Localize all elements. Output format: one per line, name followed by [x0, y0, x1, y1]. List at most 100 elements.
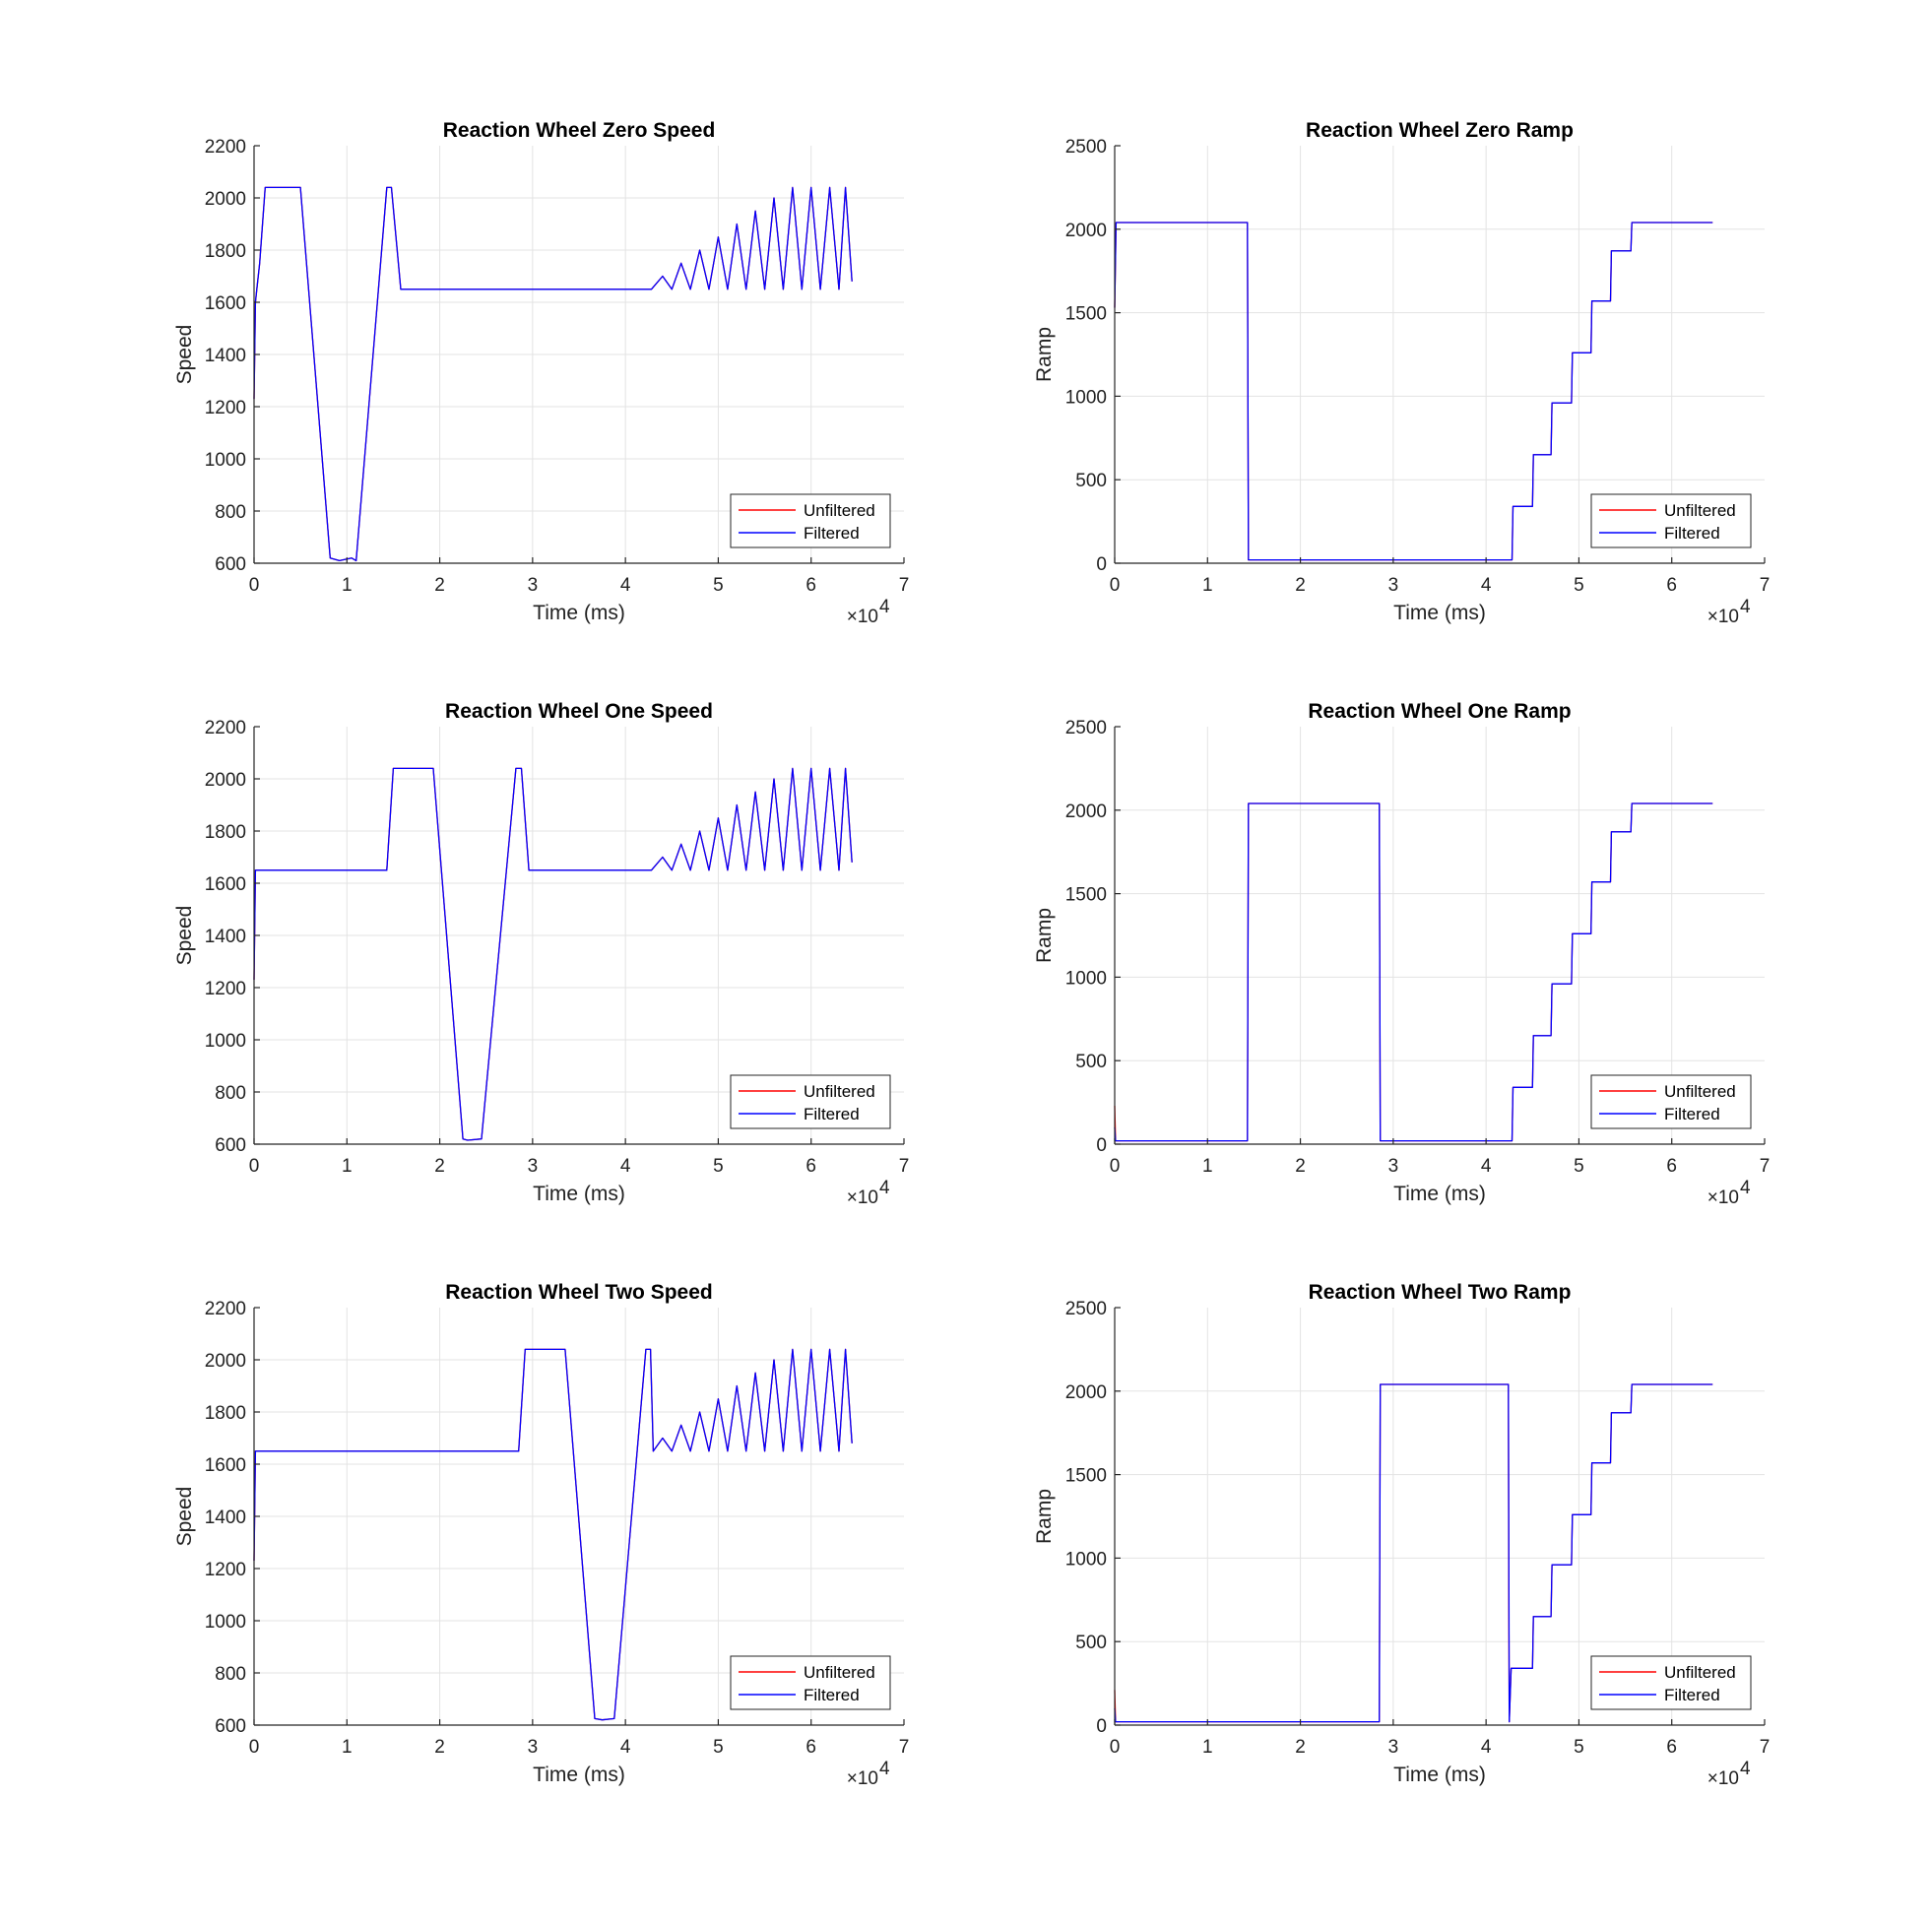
y-tick-label: 2200: [205, 1299, 246, 1319]
x-exponent-power: 4: [879, 1178, 890, 1198]
x-tick-label: 5: [1574, 1156, 1584, 1177]
x-tick-label: 6: [805, 1156, 816, 1177]
y-tick-label: 2000: [1065, 802, 1107, 822]
x-tick-label: 1: [342, 1156, 353, 1177]
x-tick-label: 5: [1574, 575, 1584, 596]
chart-title: Reaction Wheel One Ramp: [1308, 700, 1571, 723]
y-tick-label: 2500: [1065, 1299, 1107, 1319]
x-tick-label: 5: [713, 1156, 724, 1177]
x-exponent-base: ×10: [1707, 607, 1739, 627]
x-exponent-base: ×10: [1707, 1768, 1739, 1789]
x-tick-label: 5: [1574, 1737, 1584, 1758]
legend-box: [730, 1655, 891, 1710]
legend-label-filtered: Filtered: [804, 524, 860, 543]
x-tick-label: 3: [528, 1737, 539, 1758]
y-tick-label: 1800: [205, 241, 246, 262]
legend: Unfiltered Filtered: [1590, 1655, 1752, 1710]
y-tick-label: 0: [1096, 1135, 1107, 1156]
y-tick-label: 500: [1075, 471, 1107, 491]
x-exponent-power: 4: [1740, 1759, 1751, 1779]
y-tick-label: 1000: [1065, 387, 1107, 408]
y-tick-label: 800: [215, 1664, 246, 1685]
plot-area: [1115, 146, 1765, 563]
legend: Unfiltered Filtered: [730, 1655, 891, 1710]
chart-title: Reaction Wheel Zero Ramp: [1306, 119, 1574, 142]
legend-label-unfiltered: Unfiltered: [1664, 1082, 1736, 1101]
legend-box: [730, 493, 891, 548]
x-tick-label: 0: [249, 1156, 260, 1177]
x-tick-label: 4: [620, 575, 631, 596]
legend-label-unfiltered: Unfiltered: [804, 1663, 875, 1682]
y-tick-label: 500: [1075, 1052, 1107, 1072]
x-tick-label: 0: [1110, 1156, 1121, 1177]
y-tick-label: 2000: [205, 1351, 246, 1372]
x-tick-label: 1: [342, 1737, 353, 1758]
x-tick-label: 3: [1388, 1737, 1399, 1758]
series-line-filtered: [1114, 222, 1713, 561]
legend-label-unfiltered: Unfiltered: [1664, 501, 1736, 520]
legend-box: [1590, 1074, 1752, 1129]
y-tick-label: 2000: [1065, 1382, 1107, 1403]
x-tick-label: 2: [1295, 575, 1306, 596]
y-tick-label: 600: [215, 1716, 246, 1737]
y-tick-label: 1800: [205, 822, 246, 843]
x-tick-label: 4: [620, 1156, 631, 1177]
y-tick-label: 1500: [1065, 885, 1107, 906]
y-tick-label: 1000: [205, 450, 246, 471]
chart-title: Reaction Wheel One Speed: [445, 700, 713, 723]
x-tick-label: 6: [805, 575, 816, 596]
y-axis-label: Speed: [173, 325, 196, 385]
y-axis-label: Speed: [173, 906, 196, 966]
y-tick-label: 0: [1096, 554, 1107, 575]
y-tick-label: 2000: [1065, 221, 1107, 241]
y-tick-label: 1500: [1065, 304, 1107, 325]
x-tick-label: 1: [1202, 1156, 1213, 1177]
y-tick-label: 1400: [205, 927, 246, 947]
legend-label-filtered: Filtered: [1664, 1686, 1720, 1704]
x-tick-label: 6: [1666, 1156, 1677, 1177]
legend-box: [730, 1074, 891, 1129]
x-tick-label: 7: [1760, 575, 1771, 596]
legend-label-filtered: Filtered: [804, 1686, 860, 1704]
legend-box: [1590, 493, 1752, 548]
legend-box: [1590, 1655, 1752, 1710]
x-exponent-power: 4: [1740, 597, 1751, 617]
y-tick-label: 800: [215, 1083, 246, 1104]
subplot-1: 0 1 2 3 4 5 6 7 600 800 1000 1200 1400 1600 1800 2000 22…: [173, 119, 909, 627]
x-tick-label: 0: [249, 575, 260, 596]
x-tick-label: 3: [1388, 575, 1399, 596]
chart-title: Reaction Wheel Two Ramp: [1309, 1281, 1572, 1304]
x-tick-label: 6: [1666, 1737, 1677, 1758]
x-exponent-base: ×10: [847, 607, 878, 627]
x-tick-label: 7: [1760, 1156, 1771, 1177]
y-tick-label: 500: [1075, 1633, 1107, 1653]
x-tick-label: 5: [713, 575, 724, 596]
x-tick-label: 7: [1760, 1737, 1771, 1758]
x-tick-label: 1: [1202, 575, 1213, 596]
x-tick-label: 7: [899, 1156, 910, 1177]
x-tick-label: 6: [805, 1737, 816, 1758]
x-exponent-power: 4: [1740, 1178, 1751, 1198]
plot-area: [1115, 727, 1765, 1144]
x-tick-label: 0: [1110, 575, 1121, 596]
x-tick-label: 2: [434, 575, 445, 596]
y-tick-label: 1200: [205, 1560, 246, 1580]
x-tick-label: 2: [1295, 1156, 1306, 1177]
y-tick-label: 2500: [1065, 137, 1107, 158]
y-tick-label: 1400: [205, 346, 246, 366]
x-tick-label: 4: [1481, 575, 1492, 596]
y-axis-label: Ramp: [1033, 908, 1056, 963]
y-tick-label: 2200: [205, 718, 246, 738]
x-tick-label: 3: [528, 575, 539, 596]
legend: Unfiltered Filtered: [730, 1074, 891, 1129]
y-tick-label: 1500: [1065, 1466, 1107, 1487]
chart-title: Reaction Wheel Two Speed: [445, 1281, 712, 1304]
x-axis-label: Time (ms): [533, 602, 625, 624]
legend-label-unfiltered: Unfiltered: [1664, 1663, 1736, 1682]
x-axis-label: Time (ms): [1393, 1183, 1486, 1205]
y-tick-label: 1400: [205, 1507, 246, 1528]
x-tick-label: 0: [1110, 1737, 1121, 1758]
subplot-5: 0 1 2 3 4 5 6 7 600 800 1000 1200 1400 1600 1800 2000 22…: [173, 1281, 909, 1789]
